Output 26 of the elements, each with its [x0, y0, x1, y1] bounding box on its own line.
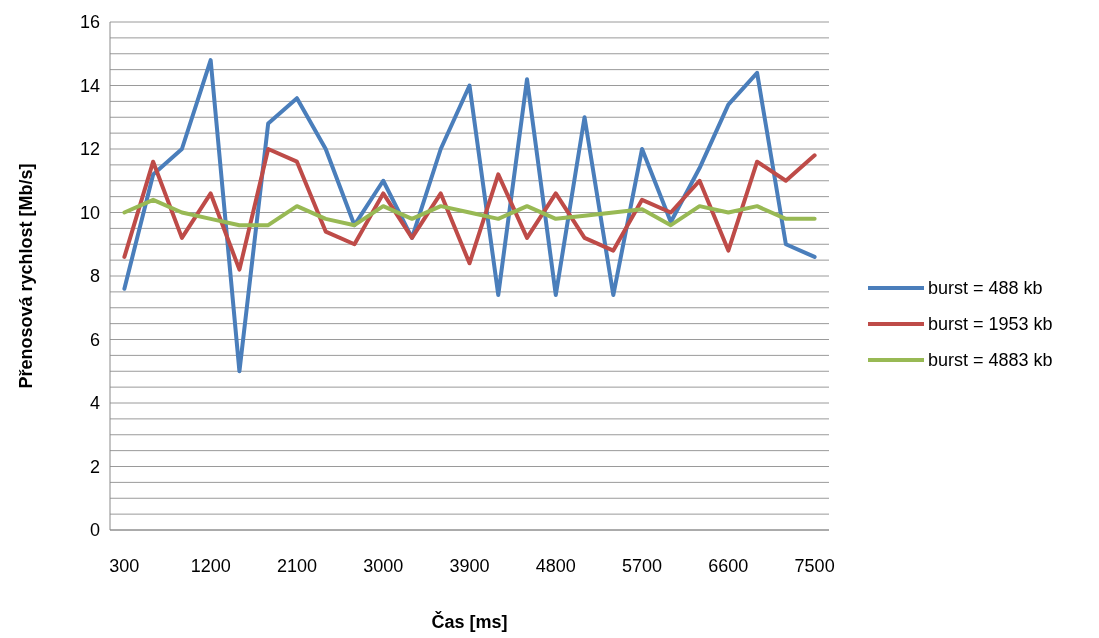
- x-tick-label: 7500: [794, 556, 835, 576]
- y-tick-label: 14: [79, 75, 100, 96]
- legend-label: burst = 488 kb: [928, 278, 1043, 299]
- x-tick-label: 6600: [708, 556, 749, 576]
- x-tick-label: 2100: [276, 556, 317, 576]
- x-tick-label: 3000: [363, 556, 404, 576]
- x-axis-title: Čas [ms]: [431, 611, 508, 632]
- y-tick-label: 6: [89, 329, 100, 350]
- x-tick-label: 5700: [622, 556, 663, 576]
- line-series: [122, 58, 817, 374]
- x-tick-label: 300: [109, 556, 140, 576]
- line-series: [122, 147, 817, 272]
- y-tick-label: 12: [79, 139, 100, 160]
- y-tick-label: 2: [89, 456, 100, 477]
- y-axis-title: Přenosová rychlost [Mb/s]: [16, 163, 36, 389]
- y-tick-label: 10: [79, 202, 100, 223]
- legend-label: burst = 1953 kb: [928, 314, 1053, 335]
- x-tick-label: 1200: [190, 556, 231, 576]
- legend-label: burst = 4883 kb: [928, 350, 1053, 371]
- y-tick-label: 16: [79, 12, 100, 33]
- x-tick-label: 4800: [535, 556, 576, 576]
- y-tick-label: 8: [89, 266, 100, 287]
- line-series: [122, 197, 817, 228]
- x-tick-label: 3900: [449, 556, 490, 576]
- y-tick-label: 4: [89, 393, 100, 414]
- y-tick-label: 0: [89, 520, 100, 541]
